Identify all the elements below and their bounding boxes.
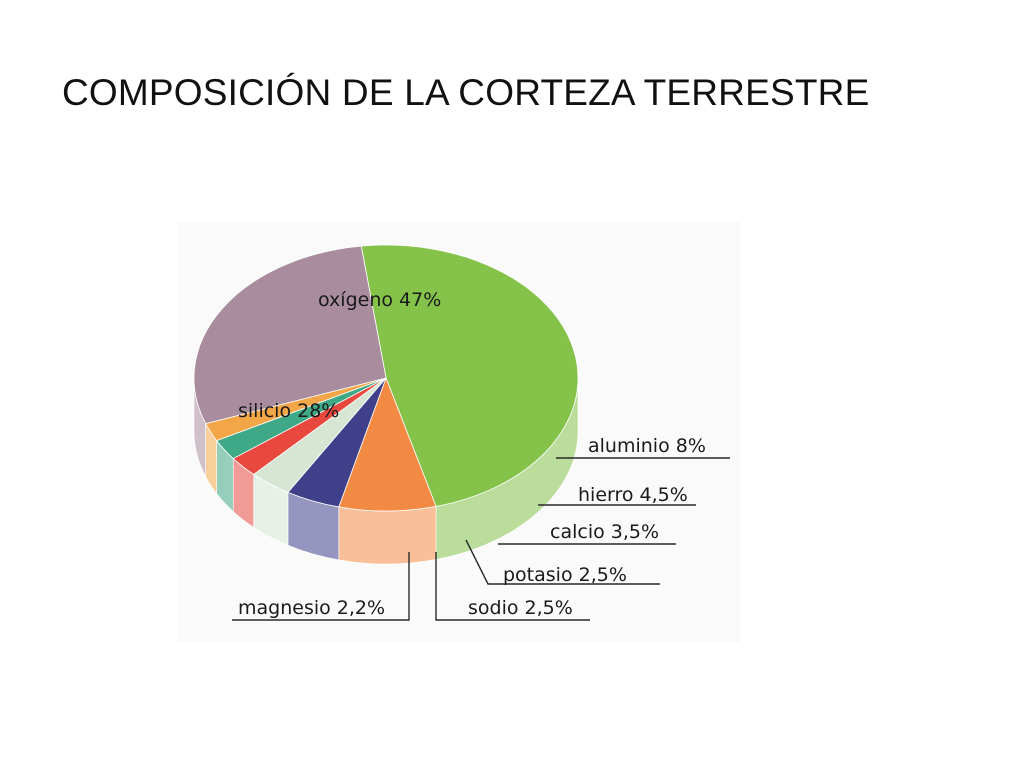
pie-slice-silicio (193, 245, 387, 425)
leader-line-sodio (435, 552, 590, 621)
pie-slice-aluminio (338, 376, 437, 512)
slice-label-magnesio: magnesio 2,2% (238, 597, 385, 619)
slice-label-potasio: potasio 2,5% (503, 564, 627, 586)
pie-side-aluminio (338, 506, 437, 565)
label-leaders (232, 457, 730, 621)
slice-labels: oxígeno 47% aluminio 8% hierro 4,5% calcio … (238, 289, 706, 619)
leader-line-potasio (465, 539, 660, 585)
slice-label-aluminio: aluminio 8% (588, 435, 706, 457)
pie-chart: oxígeno 47% aluminio 8% hierro 4,5% calcio … (178, 222, 740, 642)
slice-label-oxigeno: oxígeno 47% (318, 289, 441, 311)
pie-top (193, 244, 579, 512)
slice-label-hierro: hierro 4,5% (578, 484, 688, 506)
pie-sides (193, 377, 579, 565)
pie-chart-svg: oxígeno 47% aluminio 8% hierro 4,5% calcio … (193, 244, 730, 621)
slice-label-calcio: calcio 3,5% (550, 521, 659, 543)
slide-title: COMPOSICIÓN DE LA CORTEZA TERRESTRE (62, 72, 870, 113)
leader-line-magnesio (232, 552, 410, 621)
pie-slice-oxigeno (360, 244, 579, 507)
slice-label-sodio: sodio 2,5% (468, 597, 573, 619)
slice-label-silicio: silicio 28% (238, 400, 339, 422)
